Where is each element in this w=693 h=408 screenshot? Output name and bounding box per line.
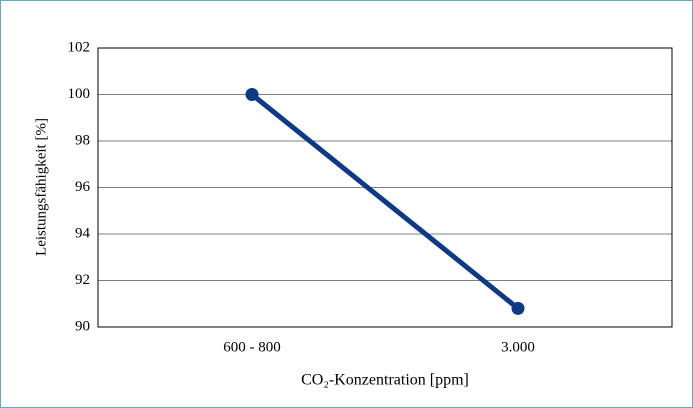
y-tick-label: 92 xyxy=(75,272,90,288)
x-axis-label: CO₂-Konzentration [ppm] xyxy=(301,372,469,389)
y-tick-label: 100 xyxy=(68,86,91,102)
y-tick-label: 96 xyxy=(75,179,91,195)
x-tick-label: 600 - 800 xyxy=(223,339,281,355)
y-tick-label: 94 xyxy=(75,225,91,241)
line xyxy=(249,92,521,311)
marker xyxy=(245,88,259,101)
y-tick-label: 102 xyxy=(68,39,91,55)
x-tick-label: 3.000 xyxy=(501,339,535,355)
y-axis-label: Leistungsfähigkeit [%] xyxy=(33,118,49,256)
marker xyxy=(511,301,525,315)
y-tick-label: 90 xyxy=(75,318,90,334)
plot-border xyxy=(97,47,673,328)
y-tick-label: 98 xyxy=(75,132,90,148)
